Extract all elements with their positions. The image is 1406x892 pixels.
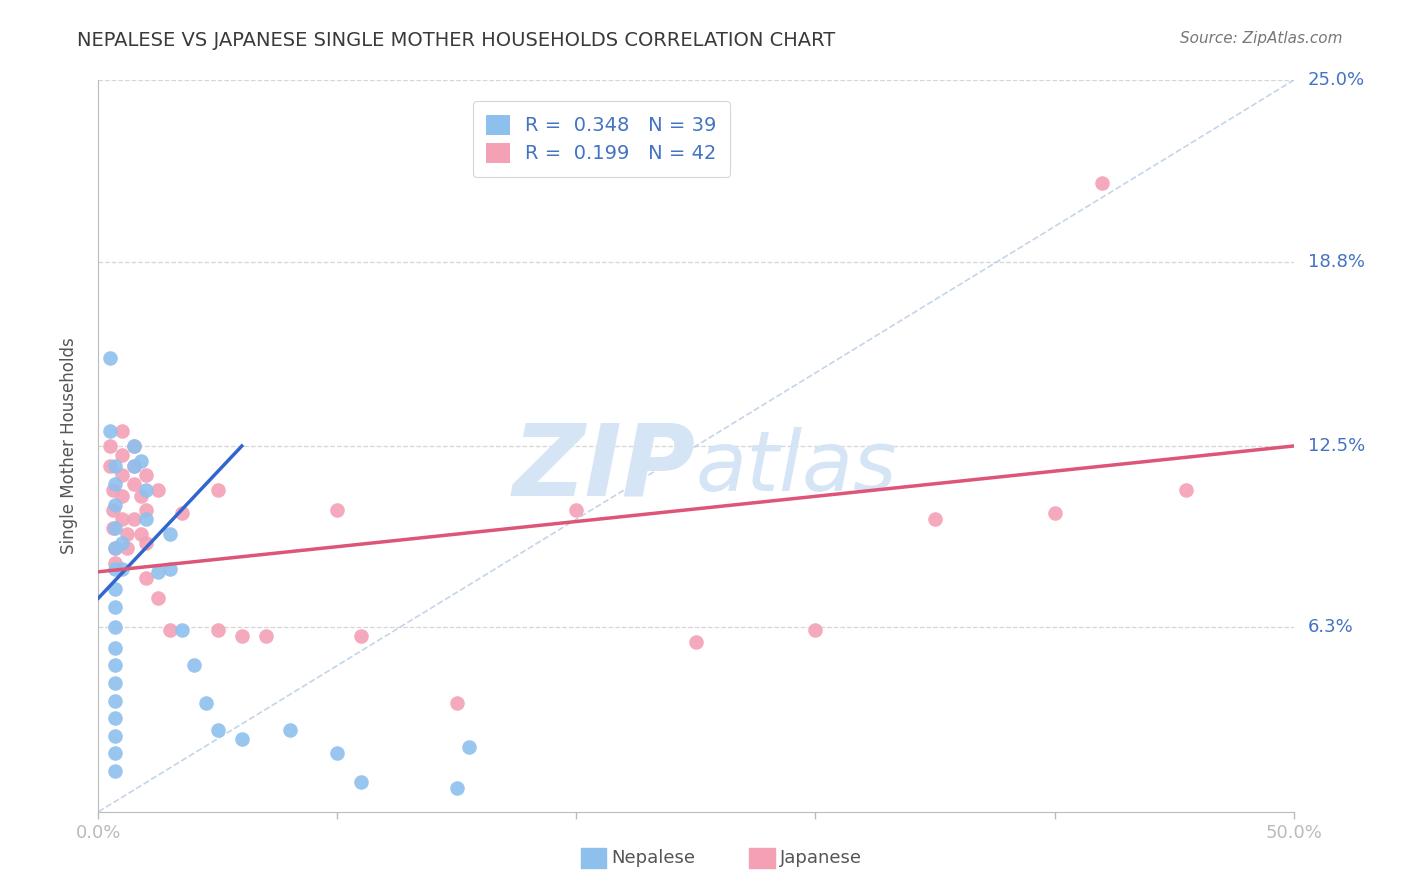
Point <box>111 448 134 462</box>
Point <box>124 477 146 491</box>
Point <box>195 697 218 711</box>
Point <box>326 503 349 517</box>
Point <box>207 723 229 737</box>
Point <box>278 723 301 737</box>
Point <box>446 781 468 796</box>
Point <box>172 506 194 520</box>
Point <box>124 512 146 526</box>
Text: Source: ZipAtlas.com: Source: ZipAtlas.com <box>1180 31 1343 46</box>
Point <box>124 459 146 474</box>
Text: Japanese: Japanese <box>780 849 862 867</box>
Text: 18.8%: 18.8% <box>1308 252 1365 270</box>
Point <box>924 512 946 526</box>
Point <box>98 439 122 453</box>
Point <box>183 658 205 673</box>
Point <box>231 629 253 643</box>
Point <box>135 512 157 526</box>
Point <box>104 541 127 556</box>
Point <box>148 483 170 497</box>
Point <box>111 489 134 503</box>
Text: 25.0%: 25.0% <box>1308 71 1365 89</box>
Point <box>1091 176 1114 190</box>
Point <box>231 731 253 746</box>
Point <box>131 453 153 467</box>
Point <box>159 624 181 638</box>
Point <box>104 556 127 570</box>
Point <box>131 489 153 503</box>
Point <box>111 468 134 483</box>
Point <box>104 459 127 474</box>
Point <box>111 562 134 576</box>
Point <box>104 729 127 743</box>
Point <box>326 746 349 760</box>
Point <box>350 775 373 789</box>
Point <box>172 624 194 638</box>
Point <box>104 693 127 707</box>
Point <box>104 764 127 778</box>
Point <box>458 740 481 755</box>
Text: atlas: atlas <box>696 427 897 508</box>
Point <box>101 503 124 517</box>
Point <box>115 541 138 556</box>
Point <box>104 562 127 576</box>
Point <box>135 468 157 483</box>
Point <box>104 711 127 725</box>
Point <box>1175 483 1198 497</box>
Point <box>115 526 138 541</box>
Point <box>804 624 827 638</box>
Point <box>98 351 122 366</box>
Point <box>104 599 127 614</box>
Point <box>98 425 122 439</box>
Point <box>207 483 229 497</box>
Text: Nepalese: Nepalese <box>612 849 696 867</box>
Point <box>124 459 146 474</box>
Point <box>104 582 127 597</box>
Point <box>124 439 146 453</box>
Point <box>159 526 181 541</box>
Point <box>685 635 707 649</box>
Point <box>135 503 157 517</box>
Point <box>101 483 124 497</box>
Point <box>148 591 170 606</box>
Point <box>135 571 157 585</box>
Point <box>254 629 277 643</box>
Y-axis label: Single Mother Households: Single Mother Households <box>59 338 77 554</box>
Point <box>159 562 181 576</box>
Point <box>104 676 127 690</box>
Text: ZIP: ZIP <box>513 419 696 516</box>
Point <box>104 477 127 491</box>
Point <box>104 521 127 535</box>
Point <box>98 459 122 474</box>
Point <box>148 565 170 579</box>
Text: 12.5%: 12.5% <box>1308 437 1365 455</box>
Point <box>446 697 468 711</box>
Point <box>1043 506 1066 520</box>
Point <box>350 629 373 643</box>
Point <box>131 526 153 541</box>
Point <box>104 620 127 634</box>
Point <box>124 439 146 453</box>
Point <box>111 512 134 526</box>
Legend: R =  0.348   N = 39, R =  0.199   N = 42: R = 0.348 N = 39, R = 0.199 N = 42 <box>472 101 730 177</box>
Point <box>104 640 127 655</box>
Point <box>111 425 134 439</box>
Point <box>135 535 157 549</box>
Point <box>101 521 124 535</box>
Point <box>111 535 134 549</box>
Text: NEPALESE VS JAPANESE SINGLE MOTHER HOUSEHOLDS CORRELATION CHART: NEPALESE VS JAPANESE SINGLE MOTHER HOUSE… <box>77 31 835 50</box>
Point <box>104 658 127 673</box>
Point <box>104 746 127 760</box>
Text: 6.3%: 6.3% <box>1308 618 1354 636</box>
Point <box>207 624 229 638</box>
Point <box>135 483 157 497</box>
Point <box>565 503 588 517</box>
Point <box>104 541 127 556</box>
Point <box>104 498 127 512</box>
